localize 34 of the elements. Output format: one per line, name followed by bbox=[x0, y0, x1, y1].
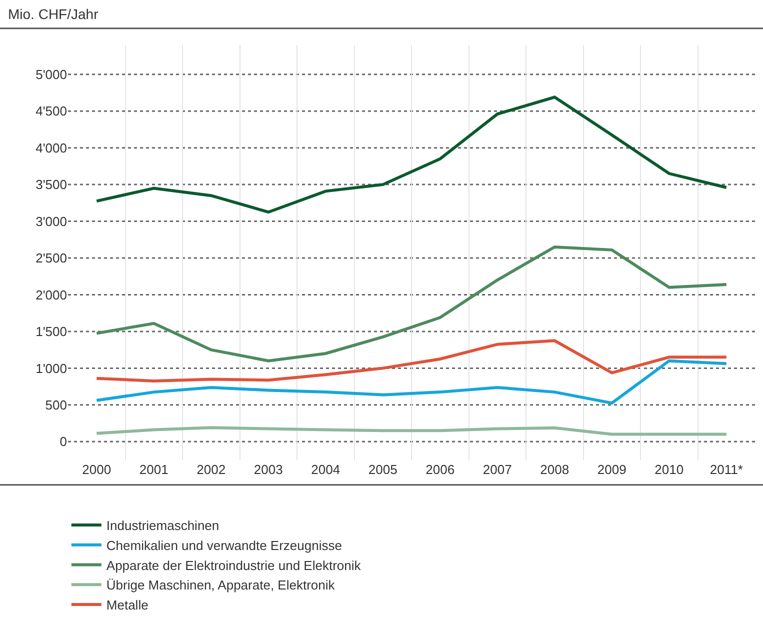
x-tick-label: 2002 bbox=[196, 462, 226, 477]
y-tick-label: 2'000 bbox=[36, 287, 67, 302]
y-axis-title: Mio. CHF/Jahr bbox=[8, 6, 99, 22]
y-tick-label: 500 bbox=[45, 397, 67, 412]
y-tick-label: 4'500 bbox=[36, 104, 67, 119]
x-tick-label: 2001 bbox=[139, 462, 168, 477]
y-tick-label: 1'500 bbox=[36, 324, 67, 340]
legend-label: Metalle bbox=[106, 598, 148, 613]
x-tick-label: 2009 bbox=[597, 462, 626, 477]
y-tick-label: 3'000 bbox=[36, 214, 67, 229]
x-tick-label: 2011* bbox=[710, 462, 743, 477]
x-tick-label: 2000 bbox=[82, 462, 112, 477]
legend-label: Industriemaschinen bbox=[106, 518, 220, 534]
line-series bbox=[95, 339, 728, 383]
x-tick-label: 2003 bbox=[254, 462, 283, 477]
line-series bbox=[95, 359, 728, 405]
y-tick-label: 2'500 bbox=[36, 250, 67, 266]
x-tick-label: 2006 bbox=[426, 462, 455, 477]
legend-label: Übrige Maschinen, Apparate, Elektronik bbox=[106, 578, 336, 593]
y-tick-label: 5'000 bbox=[36, 66, 67, 82]
y-tick-label: 0 bbox=[60, 434, 67, 450]
line-series bbox=[95, 96, 728, 214]
legend-label: Apparate der Elektroindustrie und Elektronik bbox=[106, 558, 362, 573]
x-tick-label: 2007 bbox=[482, 462, 512, 477]
x-tick-label: 2005 bbox=[368, 462, 398, 477]
y-tick-label: 3'500 bbox=[36, 177, 67, 192]
x-tick-label: 2010 bbox=[654, 462, 684, 477]
x-tick-label: 2008 bbox=[540, 462, 570, 477]
line-series bbox=[95, 245, 728, 362]
legend-label: Chemikalien und verwandte Erzeugnisse bbox=[106, 538, 342, 553]
y-tick-label: 4'000 bbox=[36, 140, 67, 156]
y-tick-label: 1'000 bbox=[36, 360, 67, 376]
line-series bbox=[95, 426, 728, 436]
x-tick-label: 2004 bbox=[311, 462, 340, 477]
